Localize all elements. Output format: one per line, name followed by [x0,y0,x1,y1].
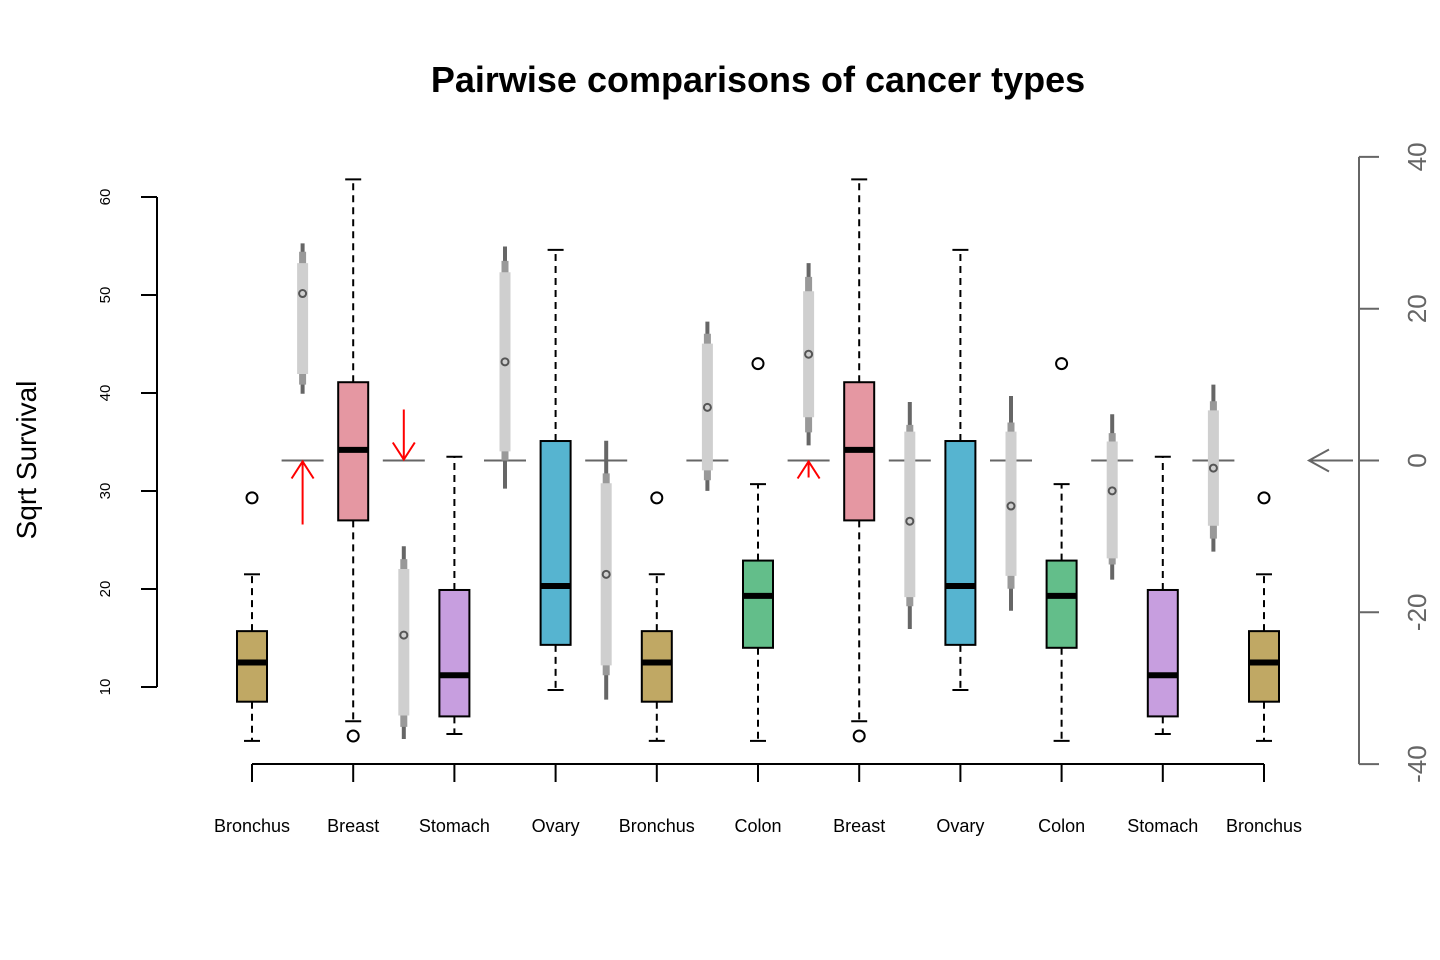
estimate-point [1208,463,1218,473]
estimate-point [905,516,915,526]
difference-glyph [888,402,931,629]
direction-arrow-head [796,459,821,480]
outlier-point [245,491,259,505]
direction-arrow-head [391,441,416,462]
x-tick-label: Ovary [532,816,580,836]
box-iqr [742,559,774,649]
x-tick-label: Breast [833,816,885,836]
y-axis-label: Sqrt Survival [11,381,42,540]
box-iqr [1248,630,1280,703]
diff-tick-label: -20 [1402,594,1432,632]
box-plot [337,178,370,743]
x-tick-label: Colon [1038,816,1085,836]
box-plot [236,491,268,742]
estimate-point [500,357,510,367]
box-iqr [640,630,673,703]
estimate-point [702,402,712,412]
diff-tick-label: 0 [1402,453,1432,467]
estimate-point [1006,501,1016,511]
box-plot [640,491,673,742]
outlier-point [751,357,765,371]
x-tick-label: Ovary [936,816,984,836]
x-tick-label: Stomach [1127,816,1198,836]
y-tick-label: 60 [97,189,114,206]
box-iqr [539,440,572,646]
difference-glyph [1091,414,1134,580]
box-plot [438,455,471,736]
difference-glyph [787,263,830,480]
y-tick-label: 50 [97,287,114,304]
difference-glyph [1192,384,1235,552]
difference-glyph [686,321,729,491]
x-tick-label: Colon [734,816,781,836]
estimate-point [601,569,611,579]
x-tick-label: Bronchus [1226,816,1302,836]
box-iqr [438,588,471,718]
box-plot [944,248,977,691]
outlier-point [346,729,360,743]
x-tick-label: Breast [327,816,379,836]
y-tick-label: 30 [97,483,114,500]
axes-layer: 10 20 30 40 50 60 Bronchus Breast Stomach Ovary Br… [97,142,1432,836]
outlier-point [852,729,866,743]
diff-tick-label: 20 [1402,294,1432,323]
diff-tick-label: 40 [1402,142,1432,171]
outlier-point [1055,357,1069,371]
box-iqr [1146,588,1179,718]
x-tick-label: Stomach [419,816,490,836]
outlier-point [1257,491,1271,505]
difference-glyph [990,395,1032,611]
box-iqr [944,440,977,646]
y-tick-label: 20 [97,581,114,598]
box-plot [1146,455,1179,736]
estimate-point [298,289,308,299]
differences-layer [281,243,1235,740]
difference-glyph [484,246,526,489]
box-plot [1045,357,1078,742]
outlier-point [650,491,664,505]
box-plot [742,357,774,742]
box-plot [539,248,572,691]
x-tick-label: Bronchus [214,816,290,836]
direction-arrow-head [290,459,315,480]
chart-title: Pairwise comparisons of cancer types [431,59,1085,100]
box-iqr [236,630,268,703]
x-tick-label: Bronchus [619,816,695,836]
estimate-point [1107,486,1117,496]
zero-arrow-head [1306,448,1330,473]
y-tick-label: 10 [97,679,114,696]
box-iqr [1045,559,1078,649]
estimate-point [399,630,409,640]
estimate-point [804,349,814,359]
difference-glyph [382,409,425,740]
boxes-layer [236,178,1280,743]
y-tick-label: 40 [97,385,114,402]
difference-glyph [585,440,628,700]
difference-glyph [281,243,324,525]
diff-tick-label: -40 [1402,745,1432,783]
box-plot [843,178,876,743]
box-plot [1248,491,1280,742]
